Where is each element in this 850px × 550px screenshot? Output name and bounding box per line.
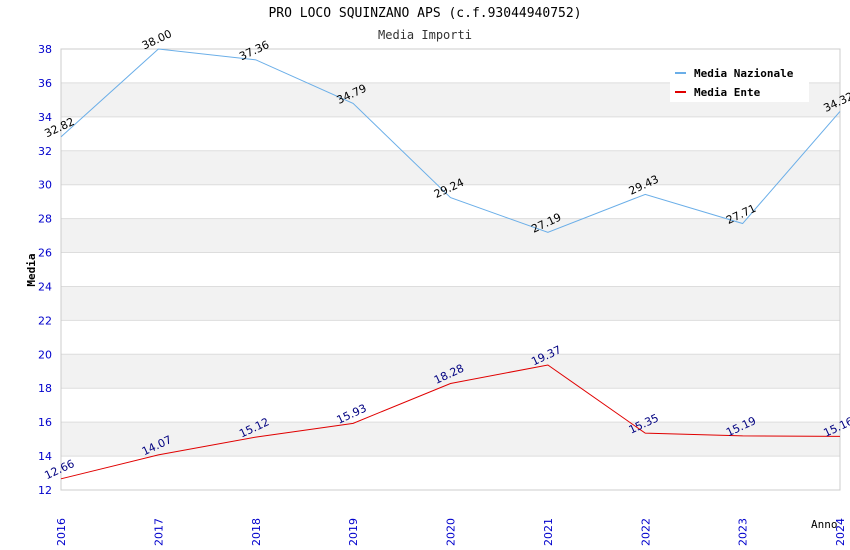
y-tick-label: 16: [38, 416, 52, 429]
legend-label: Media Ente: [694, 86, 761, 99]
x-tick-label: 2018: [250, 518, 263, 546]
legend: Media Nazionale Media Ente: [670, 60, 809, 102]
x-tick-label: 2022: [639, 518, 652, 546]
series-line: [60, 364, 841, 480]
x-axis-title: Anno: [811, 518, 838, 531]
y-tick-label: 18: [38, 382, 52, 395]
x-tick-label: 2019: [347, 518, 360, 546]
series-line: [60, 48, 841, 233]
plot-border: [60, 48, 841, 491]
y-tick-label: 34: [38, 111, 52, 124]
y-axis-title: Media: [25, 253, 38, 286]
y-tick-label: 12: [38, 484, 52, 497]
x-tick-label: 2020: [445, 518, 458, 546]
y-tick-label: 22: [38, 314, 52, 327]
y-tick-label: 20: [38, 348, 52, 361]
y-tick-label: 32: [38, 145, 52, 158]
grid-band: [61, 422, 840, 457]
y-tick-label: 28: [38, 213, 52, 226]
y-tick-label: 26: [38, 247, 52, 260]
y-tick-label: 14: [38, 450, 52, 463]
y-tick-label: 24: [38, 280, 52, 293]
x-tick-label: 2021: [542, 518, 555, 546]
grid-band: [61, 286, 840, 321]
x-tick-label: 2024: [834, 518, 847, 546]
legend-label: Media Nazionale: [694, 67, 794, 80]
legend-box: [670, 60, 809, 102]
y-tick-label: 36: [38, 77, 52, 90]
y-tick-label: 38: [38, 43, 52, 56]
y-tick-label: 30: [38, 179, 52, 192]
x-tick-label: 2016: [55, 518, 68, 546]
chart-subtitle: Media Importi: [378, 28, 472, 42]
grid-band: [61, 354, 840, 389]
grid-band: [61, 218, 840, 253]
grid-band: [61, 150, 840, 185]
x-tick-label: 2017: [152, 518, 165, 546]
x-tick-label: 2023: [737, 518, 750, 546]
chart-title: PRO LOCO SQUINZANO APS (c.f.93044940752): [268, 6, 582, 21]
